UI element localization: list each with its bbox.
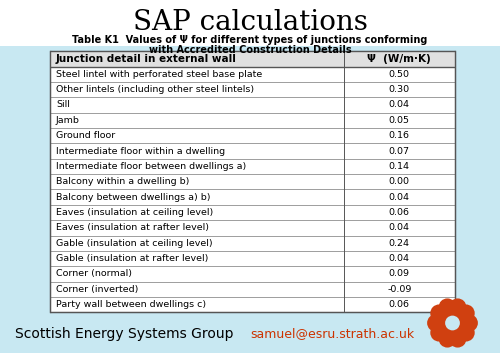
Text: Intermediate floor within a dwelling: Intermediate floor within a dwelling xyxy=(56,146,225,156)
Text: 0.05: 0.05 xyxy=(389,116,410,125)
Text: Eaves (insulation at ceiling level): Eaves (insulation at ceiling level) xyxy=(56,208,213,217)
Text: Sill: Sill xyxy=(56,101,70,109)
Text: Intermediate floor between dwellings a): Intermediate floor between dwellings a) xyxy=(56,162,246,171)
Text: with Accredited Construction Details: with Accredited Construction Details xyxy=(148,45,352,55)
Text: Gable (insulation at rafter level): Gable (insulation at rafter level) xyxy=(56,254,208,263)
Text: Other lintels (including other steel lintels): Other lintels (including other steel lin… xyxy=(56,85,254,94)
Text: Ground floor: Ground floor xyxy=(56,131,115,140)
Text: 0.14: 0.14 xyxy=(389,162,410,171)
Text: Balcony within a dwelling b): Balcony within a dwelling b) xyxy=(56,177,190,186)
Bar xyxy=(50,51,455,67)
Circle shape xyxy=(445,316,460,330)
Text: Corner (normal): Corner (normal) xyxy=(56,269,132,279)
Bar xyxy=(0,0,500,46)
Text: samuel@esru.strath.ac.uk: samuel@esru.strath.ac.uk xyxy=(250,327,414,340)
Text: Party wall between dwellings c): Party wall between dwellings c) xyxy=(56,300,206,309)
Text: -0.09: -0.09 xyxy=(387,285,411,294)
Text: 0.06: 0.06 xyxy=(389,300,410,309)
Text: 0.04: 0.04 xyxy=(389,254,410,263)
Circle shape xyxy=(449,330,466,348)
Text: 0.50: 0.50 xyxy=(389,70,410,79)
Text: 0.09: 0.09 xyxy=(389,269,410,279)
Text: Scottish Energy Systems Group: Scottish Energy Systems Group xyxy=(15,327,234,341)
Circle shape xyxy=(438,330,456,348)
Text: 0.04: 0.04 xyxy=(389,101,410,109)
Circle shape xyxy=(449,298,466,316)
Text: Eaves (insulation at rafter level): Eaves (insulation at rafter level) xyxy=(56,223,209,232)
Text: SAP calculations: SAP calculations xyxy=(132,9,368,36)
Text: Table K1  Values of Ψ for different types of junctions conforming: Table K1 Values of Ψ for different types… xyxy=(72,35,428,45)
Circle shape xyxy=(430,304,448,322)
Circle shape xyxy=(460,314,478,332)
Circle shape xyxy=(457,324,474,342)
Text: 0.04: 0.04 xyxy=(389,193,410,202)
Bar xyxy=(50,51,455,312)
Text: 0.04: 0.04 xyxy=(389,223,410,232)
Text: Jamb: Jamb xyxy=(56,116,80,125)
Circle shape xyxy=(427,314,444,332)
Circle shape xyxy=(438,298,456,316)
Text: 0.30: 0.30 xyxy=(389,85,410,94)
Text: Junction detail in external wall: Junction detail in external wall xyxy=(56,54,237,64)
Text: Ψ  (W/m·K): Ψ (W/m·K) xyxy=(368,54,431,64)
Text: Corner (inverted): Corner (inverted) xyxy=(56,285,138,294)
Circle shape xyxy=(430,324,448,342)
Text: 0.07: 0.07 xyxy=(389,146,410,156)
Text: 0.24: 0.24 xyxy=(389,239,410,248)
Text: Balcony between dwellings a) b): Balcony between dwellings a) b) xyxy=(56,193,210,202)
Circle shape xyxy=(457,304,474,322)
Text: 0.06: 0.06 xyxy=(389,208,410,217)
Text: Steel lintel with perforated steel base plate: Steel lintel with perforated steel base … xyxy=(56,70,262,79)
Text: Gable (insulation at ceiling level): Gable (insulation at ceiling level) xyxy=(56,239,212,248)
Circle shape xyxy=(436,307,468,339)
Text: 0.00: 0.00 xyxy=(389,177,410,186)
Text: 0.16: 0.16 xyxy=(389,131,410,140)
